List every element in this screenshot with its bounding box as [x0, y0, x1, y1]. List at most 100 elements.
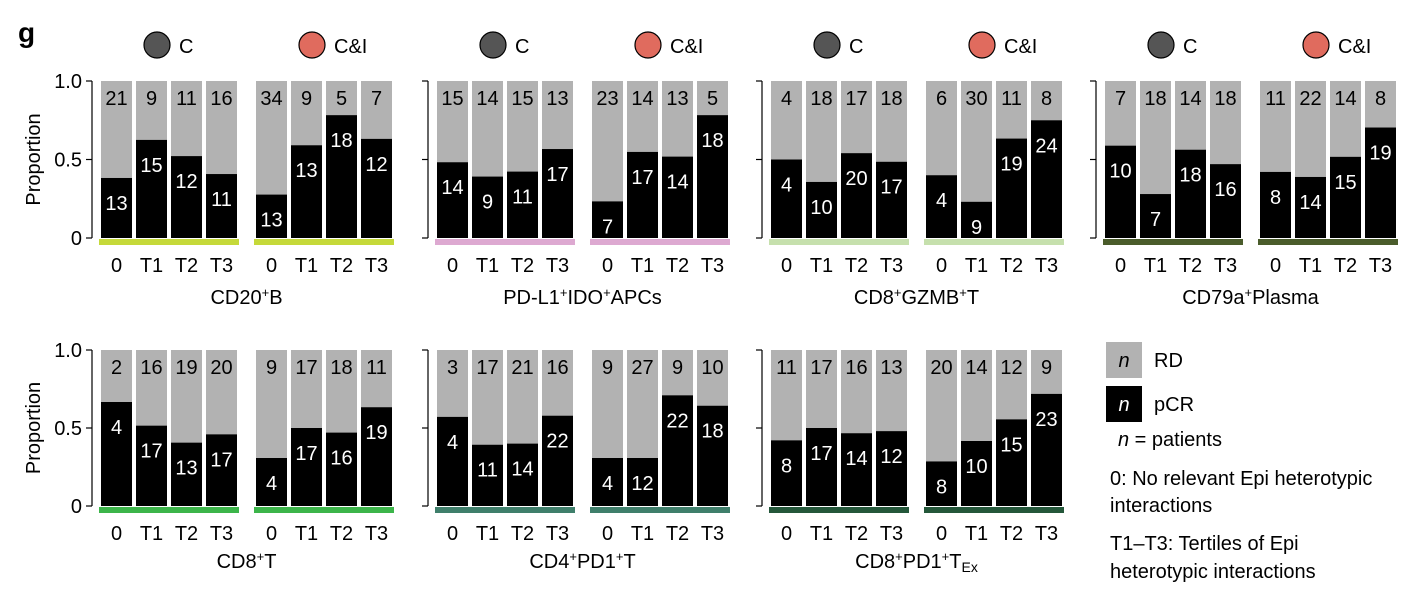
bar-rd-label: 22: [1299, 88, 1321, 110]
bar-pcr-label: 13: [105, 193, 127, 215]
x-tick-label: 0: [1270, 255, 1281, 277]
bar-rd-label: 14: [965, 357, 987, 379]
bar-rd-segment: [291, 81, 322, 146]
bar-rd-segment: [697, 81, 728, 116]
bar-rd-segment: [1175, 81, 1206, 150]
bar-pcr-label: 11: [512, 187, 533, 209]
y-tick-label: 0.5: [54, 418, 82, 440]
x-tick-label: 0: [1115, 255, 1126, 277]
bar-rd-segment: [101, 350, 132, 402]
bar-rd-label: 20: [210, 357, 232, 379]
x-tick-label: T2: [1000, 255, 1023, 277]
group-color-bar: [769, 239, 909, 245]
bar-rd-label: 19: [175, 357, 197, 379]
panel-title-part: CD8: [217, 551, 257, 573]
bar-pcr-segment: [627, 151, 658, 238]
legend-tertile-def-1: T1–T3: Tertiles of Epi: [1110, 533, 1299, 555]
bar-pcr-label: 20: [845, 168, 867, 190]
bar-rd-segment: [1330, 81, 1361, 157]
panel-title-part: T: [264, 551, 276, 573]
group-ci-dot: [968, 31, 996, 59]
bar-rd-segment: [662, 350, 693, 396]
x-tick-label: T2: [1000, 523, 1023, 545]
group-label: C: [515, 36, 529, 58]
bar-rd-segment: [437, 81, 468, 163]
bar-rd-segment: [1210, 81, 1241, 165]
bar-rd-segment: [507, 350, 538, 444]
bar-rd-label: 16: [210, 88, 232, 110]
bar-pcr-label: 8: [936, 476, 947, 498]
bar-pcr-segment: [996, 138, 1027, 238]
x-tick-label: T2: [511, 523, 534, 545]
x-tick-label: 0: [266, 523, 277, 545]
panel-title-sup: +: [895, 549, 903, 564]
bar-rd-segment: [841, 350, 872, 434]
bar-rd-segment: [361, 81, 392, 139]
panel-title: PD-L1+IDO+APCs: [503, 285, 662, 309]
x-tick-label: T1: [1144, 255, 1167, 277]
x-tick-label: 0: [781, 255, 792, 277]
group-ci-dot: [298, 31, 326, 59]
bar-pcr-segment: [806, 428, 837, 506]
bar-pcr-segment: [256, 458, 287, 506]
bar-pcr-segment: [542, 149, 573, 238]
bar-pcr-label: 4: [111, 417, 122, 439]
y-axis-label: Proportion: [23, 382, 45, 474]
bar-pcr-segment: [206, 434, 237, 506]
bar-rd-label: 7: [371, 88, 382, 110]
bar-rd-label: 9: [146, 88, 157, 110]
x-tick-label: 0: [111, 255, 122, 277]
bar-pcr-label: 4: [602, 473, 613, 495]
bar-rd-label: 14: [631, 88, 653, 110]
x-tick-label: T2: [175, 523, 198, 545]
panel-title-sup: +: [569, 549, 577, 564]
x-tick-label: T2: [845, 255, 868, 277]
bar-rd-segment: [326, 81, 357, 116]
bar-pcr-segment: [326, 115, 357, 238]
x-tick-label: 0: [447, 255, 458, 277]
bar-rd-segment: [1031, 350, 1062, 394]
bar-pcr-segment: [101, 177, 132, 238]
bar-rd-segment: [627, 81, 658, 152]
bar-rd-label: 7: [1115, 88, 1126, 110]
bar-rd-label: 13: [880, 357, 902, 379]
bar-pcr-segment: [961, 441, 992, 506]
legend-n-def: n = patients: [1118, 429, 1222, 451]
bar-pcr-label: 18: [701, 421, 723, 443]
legend-n-symbol: n: [1118, 429, 1129, 451]
bar-rd-label: 17: [845, 88, 867, 110]
bar-rd-label: 13: [546, 88, 568, 110]
bar-rd-segment: [291, 350, 322, 428]
bar-pcr-segment: [996, 419, 1027, 506]
bar-rd-label: 15: [441, 88, 463, 110]
bar-pcr-label: 18: [330, 130, 352, 152]
legend-rd-label: RD: [1154, 350, 1183, 372]
bar-pcr-label: 17: [631, 167, 653, 189]
bar-rd-segment: [996, 350, 1027, 420]
x-tick-label: T1: [476, 255, 499, 277]
bar-pcr-label: 10: [965, 456, 987, 478]
y-tick-label: 1.0: [54, 340, 82, 362]
bar-rd-segment: [256, 350, 287, 458]
group-ci-dot: [634, 31, 662, 59]
bar-pcr-segment: [507, 171, 538, 238]
bar-rd-segment: [542, 350, 573, 416]
bar-pcr-segment: [697, 405, 728, 506]
panel-title-part: CD8: [854, 287, 894, 309]
bar-pcr-segment: [256, 194, 287, 238]
bar-pcr-label: 4: [447, 432, 458, 454]
x-tick-label: T1: [476, 523, 499, 545]
x-tick-label: 0: [781, 523, 792, 545]
group-label: C: [179, 36, 193, 58]
x-tick-label: T1: [295, 523, 318, 545]
bar-pcr-segment: [1140, 194, 1171, 238]
bar-rd-segment: [256, 81, 287, 195]
x-tick-label: T3: [880, 523, 903, 545]
bar-pcr-segment: [291, 145, 322, 238]
bar-rd-segment: [961, 81, 992, 202]
panel-title-part: T: [623, 551, 635, 573]
bar-rd-label: 18: [330, 357, 352, 379]
bar-pcr-segment: [437, 162, 468, 238]
legend-pcr-symbol: n: [1118, 394, 1129, 416]
panel-title-sup: +: [959, 285, 967, 300]
